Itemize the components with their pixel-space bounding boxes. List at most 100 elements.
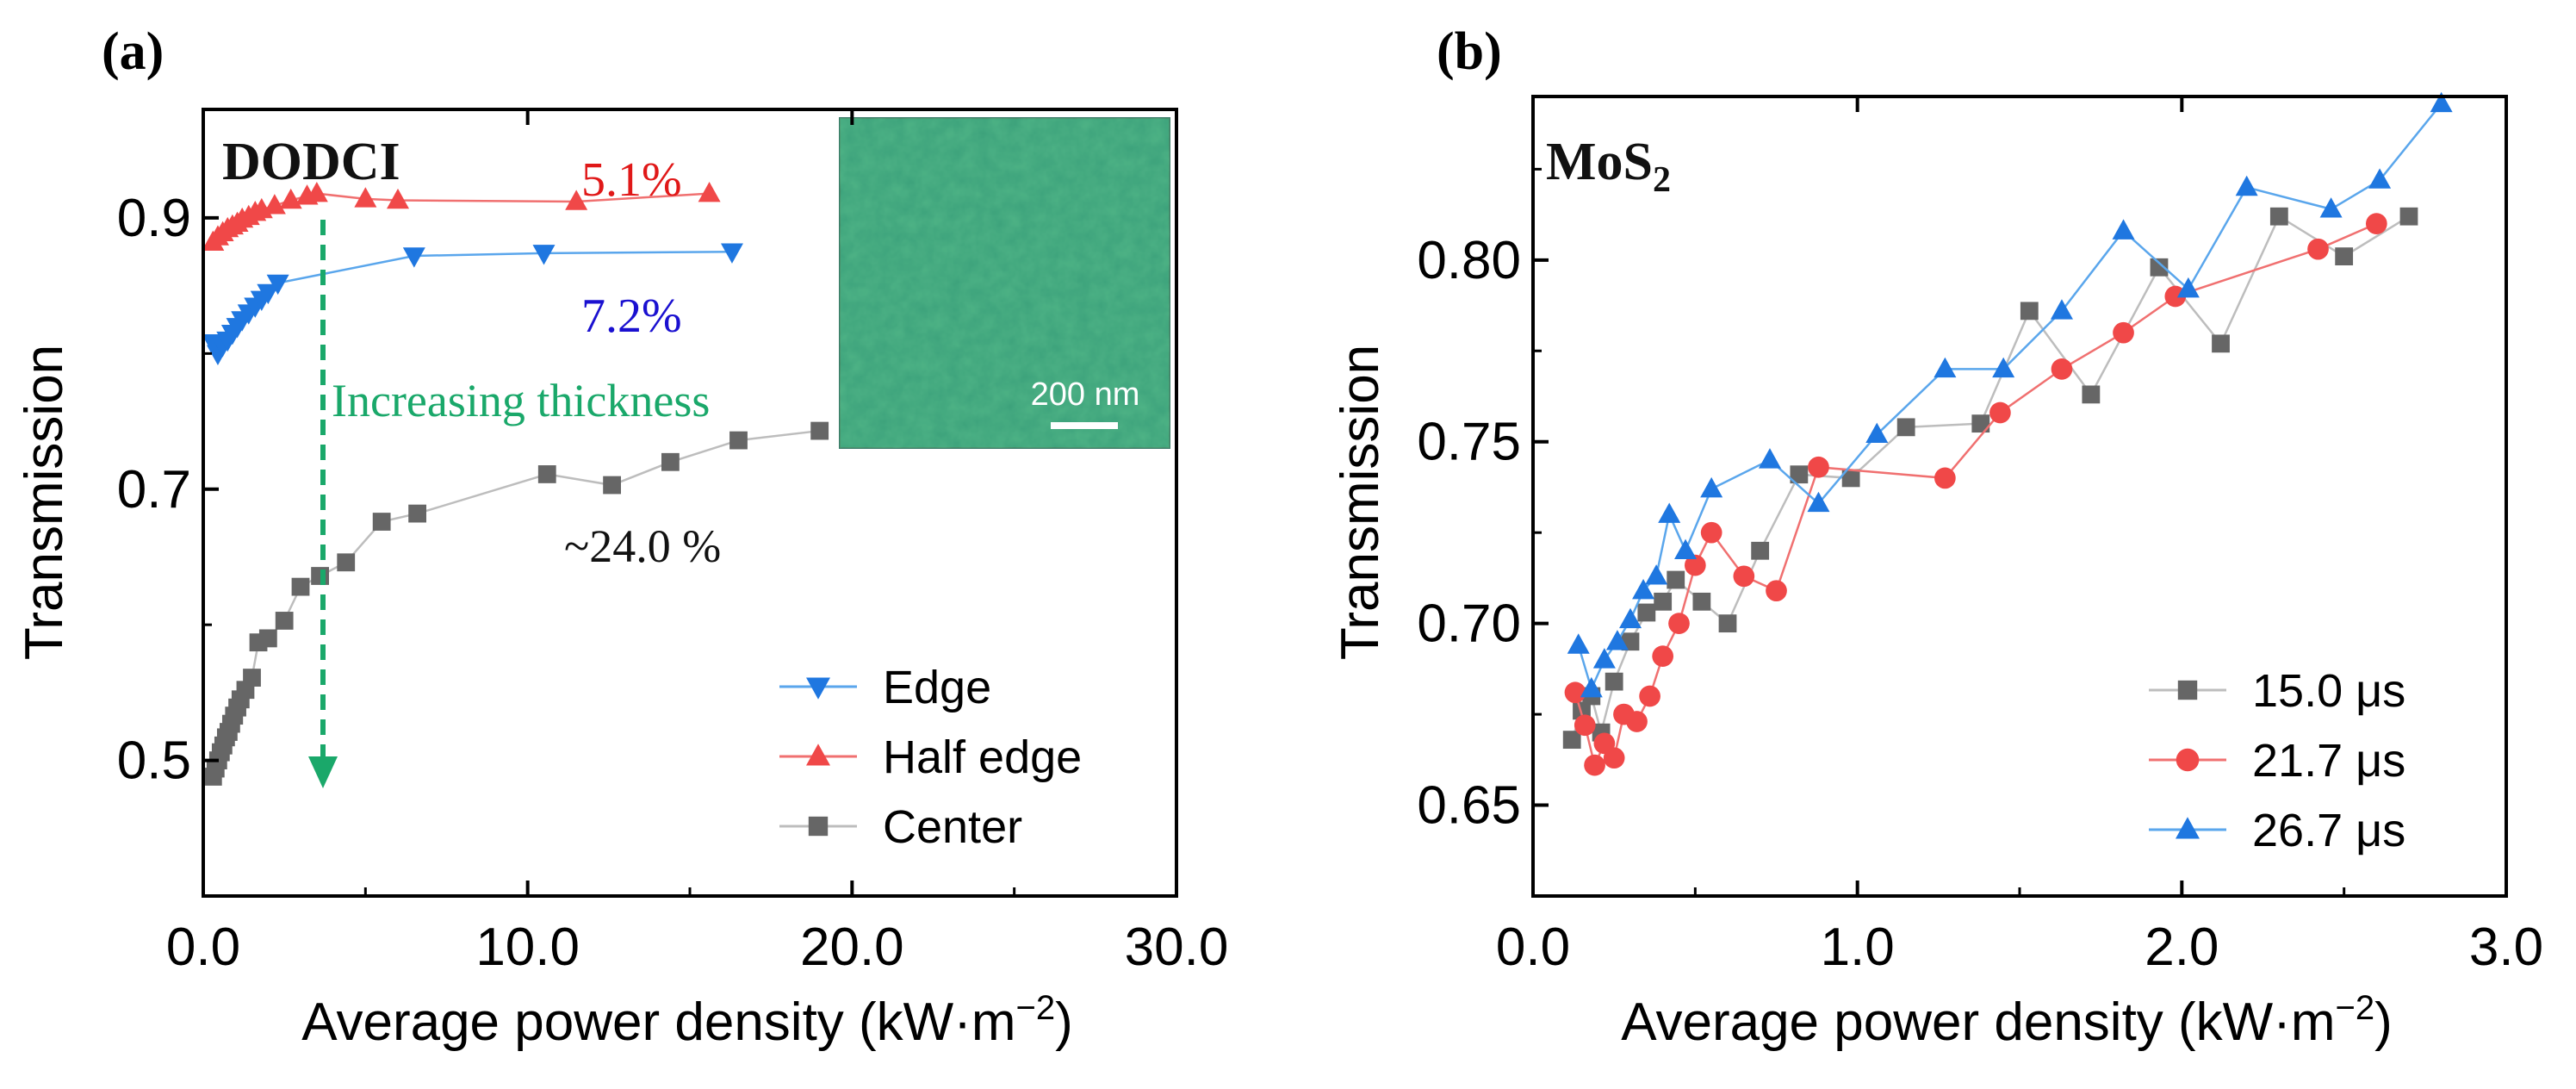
series-26-7-s	[1567, 91, 2453, 698]
panel-a-label: (a)	[102, 22, 164, 81]
y-tick-label: 0.80	[1417, 231, 1521, 290]
data-point	[1700, 476, 1723, 498]
legend-panel-a: Edge Half edge Center	[779, 662, 1082, 853]
series-center	[203, 421, 829, 786]
y-tick-label: 0.75	[1417, 413, 1521, 472]
data-point	[720, 243, 743, 264]
data-point	[2335, 247, 2354, 265]
data-point	[1626, 711, 1648, 732]
x-tick-label: 3.0	[2469, 918, 2543, 977]
data-point	[2212, 334, 2230, 353]
data-point	[1605, 672, 1623, 691]
data-point	[1584, 754, 1605, 776]
legend-entry: 26.7 μs	[2149, 805, 2405, 856]
data-point	[275, 612, 294, 630]
data-point	[1934, 357, 1957, 378]
data-point	[1684, 554, 1706, 576]
data-point	[1639, 685, 1660, 707]
annotation-5-1: 5.1%	[581, 153, 682, 207]
data-point	[1603, 747, 1625, 769]
data-point	[1989, 401, 2011, 424]
data-point	[1580, 676, 1603, 698]
data-point	[1751, 541, 1770, 560]
data-point	[1652, 645, 1674, 667]
data-point	[387, 188, 409, 209]
x-axis-label-b: Average power density (kW·m−2)	[1621, 989, 2393, 1052]
sample-label-mos2: MoS2	[1546, 133, 1671, 200]
data-point	[1637, 603, 1656, 622]
data-point	[1692, 592, 1711, 611]
annotation-7-2: 7.2%	[581, 289, 682, 343]
sample-label-dodci: DODCI	[222, 133, 400, 191]
legend-label: 21.7 μs	[2252, 735, 2405, 787]
data-point	[372, 513, 391, 531]
series-line	[1577, 103, 2443, 693]
data-point	[408, 504, 426, 523]
scale-bar	[1051, 422, 1118, 429]
series-21-7-s	[1564, 213, 2387, 776]
data-point	[291, 577, 310, 596]
data-point	[1992, 357, 2015, 378]
data-point	[2399, 207, 2418, 226]
data-point	[1562, 731, 1581, 750]
data-point	[2430, 91, 2453, 113]
inset-afm-image: 200 nm	[839, 117, 1170, 449]
legend-label: 26.7 μs	[2252, 805, 2405, 856]
data-point	[2368, 168, 2392, 189]
x-tick-label: 20.0	[800, 918, 904, 977]
data-point	[2365, 213, 2387, 234]
legend-entry: Half edge	[779, 731, 1082, 783]
annotation-24-0: ~24.0 %	[564, 520, 721, 572]
panel-b-label: (b)	[1437, 22, 1502, 81]
series-half-edge	[202, 181, 721, 252]
x-tick-label: 0.0	[166, 918, 240, 977]
data-point	[1674, 538, 1698, 560]
data-point	[1841, 469, 1860, 488]
data-point	[1766, 580, 1787, 602]
data-point	[2164, 285, 2187, 308]
data-point	[305, 181, 328, 202]
series-edge	[202, 243, 743, 365]
data-point	[2150, 258, 2169, 277]
data-point	[1592, 648, 1616, 669]
legend-label: Edge	[883, 662, 991, 713]
data-point	[1668, 613, 1690, 634]
legend-marker	[2177, 680, 2198, 700]
data-point	[603, 476, 621, 495]
data-point	[2050, 299, 2073, 320]
data-point	[2307, 238, 2329, 260]
data-point	[1605, 630, 1629, 650]
data-point	[402, 247, 425, 268]
data-point	[565, 190, 588, 210]
data-point	[1896, 418, 1915, 437]
legend-entry: Center	[779, 801, 1022, 853]
data-point	[1934, 467, 1956, 489]
legend-entry: 15.0 μs	[2149, 665, 2405, 717]
series-line	[212, 429, 820, 777]
data-point	[257, 283, 280, 305]
y-tick-label: 0.9	[117, 189, 191, 248]
data-point	[2235, 175, 2258, 196]
data-point	[1574, 714, 1596, 737]
legend-marker	[808, 816, 829, 837]
data-point	[1700, 521, 1723, 544]
y-axis-label-a: Transmission	[15, 345, 74, 660]
data-point	[532, 245, 556, 265]
legend-panel-b: 15.0 μs 21.7 μs 26.7 μs	[2149, 665, 2405, 856]
data-point	[1658, 502, 1681, 523]
y-axis-label-b: Transmission	[1331, 345, 1390, 660]
data-point	[537, 465, 556, 483]
data-point	[1632, 579, 1655, 600]
legend-marker	[2176, 817, 2200, 839]
legend-marker	[806, 744, 830, 766]
legend-entry: 21.7 μs	[2149, 735, 2405, 787]
data-point	[1808, 456, 1829, 478]
data-point	[337, 553, 356, 572]
data-point	[263, 194, 286, 215]
data-point	[2082, 385, 2101, 404]
data-point	[2112, 219, 2135, 240]
thickness-arrow-head	[308, 756, 338, 788]
x-tick-label: 1.0	[1821, 918, 1895, 977]
data-point	[2020, 302, 2039, 320]
